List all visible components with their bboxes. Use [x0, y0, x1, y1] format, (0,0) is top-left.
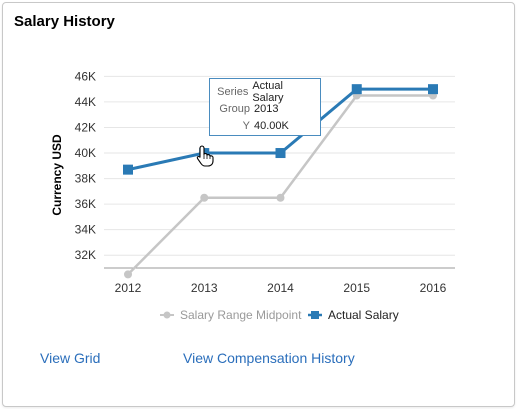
y-axis-label: Currency USD	[50, 134, 64, 216]
x-tick-label: 2012	[115, 281, 142, 295]
data-tooltip: Series Actual Salary Group 2013 Y 40.00K	[209, 78, 321, 136]
y-axis-ticks: 32K 34K 36K 38K 40K 42K 44K 46K	[75, 69, 96, 262]
tooltip-series-value: Actual Salary	[252, 79, 284, 104]
legend-marker	[163, 311, 171, 319]
y-tick-label: 38K	[75, 172, 96, 186]
x-tick-label: 2014	[267, 281, 294, 295]
tooltip-y-value: 40.00K	[254, 119, 289, 132]
data-point[interactable]	[276, 193, 285, 202]
data-point[interactable]	[428, 84, 438, 95]
y-tick-label: 32K	[75, 248, 96, 262]
x-axis-ticks: 2012 2013 2014 2015 2016	[115, 281, 447, 295]
y-tick-label: 42K	[75, 120, 96, 134]
data-point[interactable]	[275, 148, 286, 159]
y-tick-label: 34K	[75, 223, 96, 237]
y-tick-label: 46K	[75, 69, 96, 83]
data-point[interactable]	[351, 84, 362, 95]
y-tick-label: 36K	[75, 197, 96, 211]
legend-label: Salary Range Midpoint	[180, 308, 302, 322]
y-tick-label: 40K	[75, 146, 96, 160]
x-tick-label: 2013	[191, 281, 218, 295]
data-point[interactable]	[124, 270, 132, 279]
x-tick-label: 2016	[420, 281, 447, 295]
tooltip-group-key: Group	[219, 102, 250, 115]
legend-label: Actual Salary	[328, 308, 399, 322]
y-tick-label: 44K	[75, 95, 96, 109]
tooltip-y-key: Y	[242, 119, 250, 132]
legend-marker	[311, 311, 319, 319]
chart-series	[123, 84, 438, 279]
x-tick-label: 2015	[343, 281, 370, 295]
chart-legend: Salary Range Midpoint Actual Salary	[160, 308, 399, 322]
tooltip-series-key: Series	[217, 85, 249, 98]
panel-title: Salary History	[14, 13, 115, 30]
view-compensation-history-link[interactable]: View Compensation History	[183, 350, 355, 366]
view-grid-link[interactable]: View Grid	[40, 350, 101, 366]
tooltip-group-value: 2013	[254, 102, 279, 115]
data-point[interactable]	[123, 164, 133, 175]
data-point[interactable]	[200, 193, 209, 202]
hand-pointer-icon	[196, 145, 214, 167]
